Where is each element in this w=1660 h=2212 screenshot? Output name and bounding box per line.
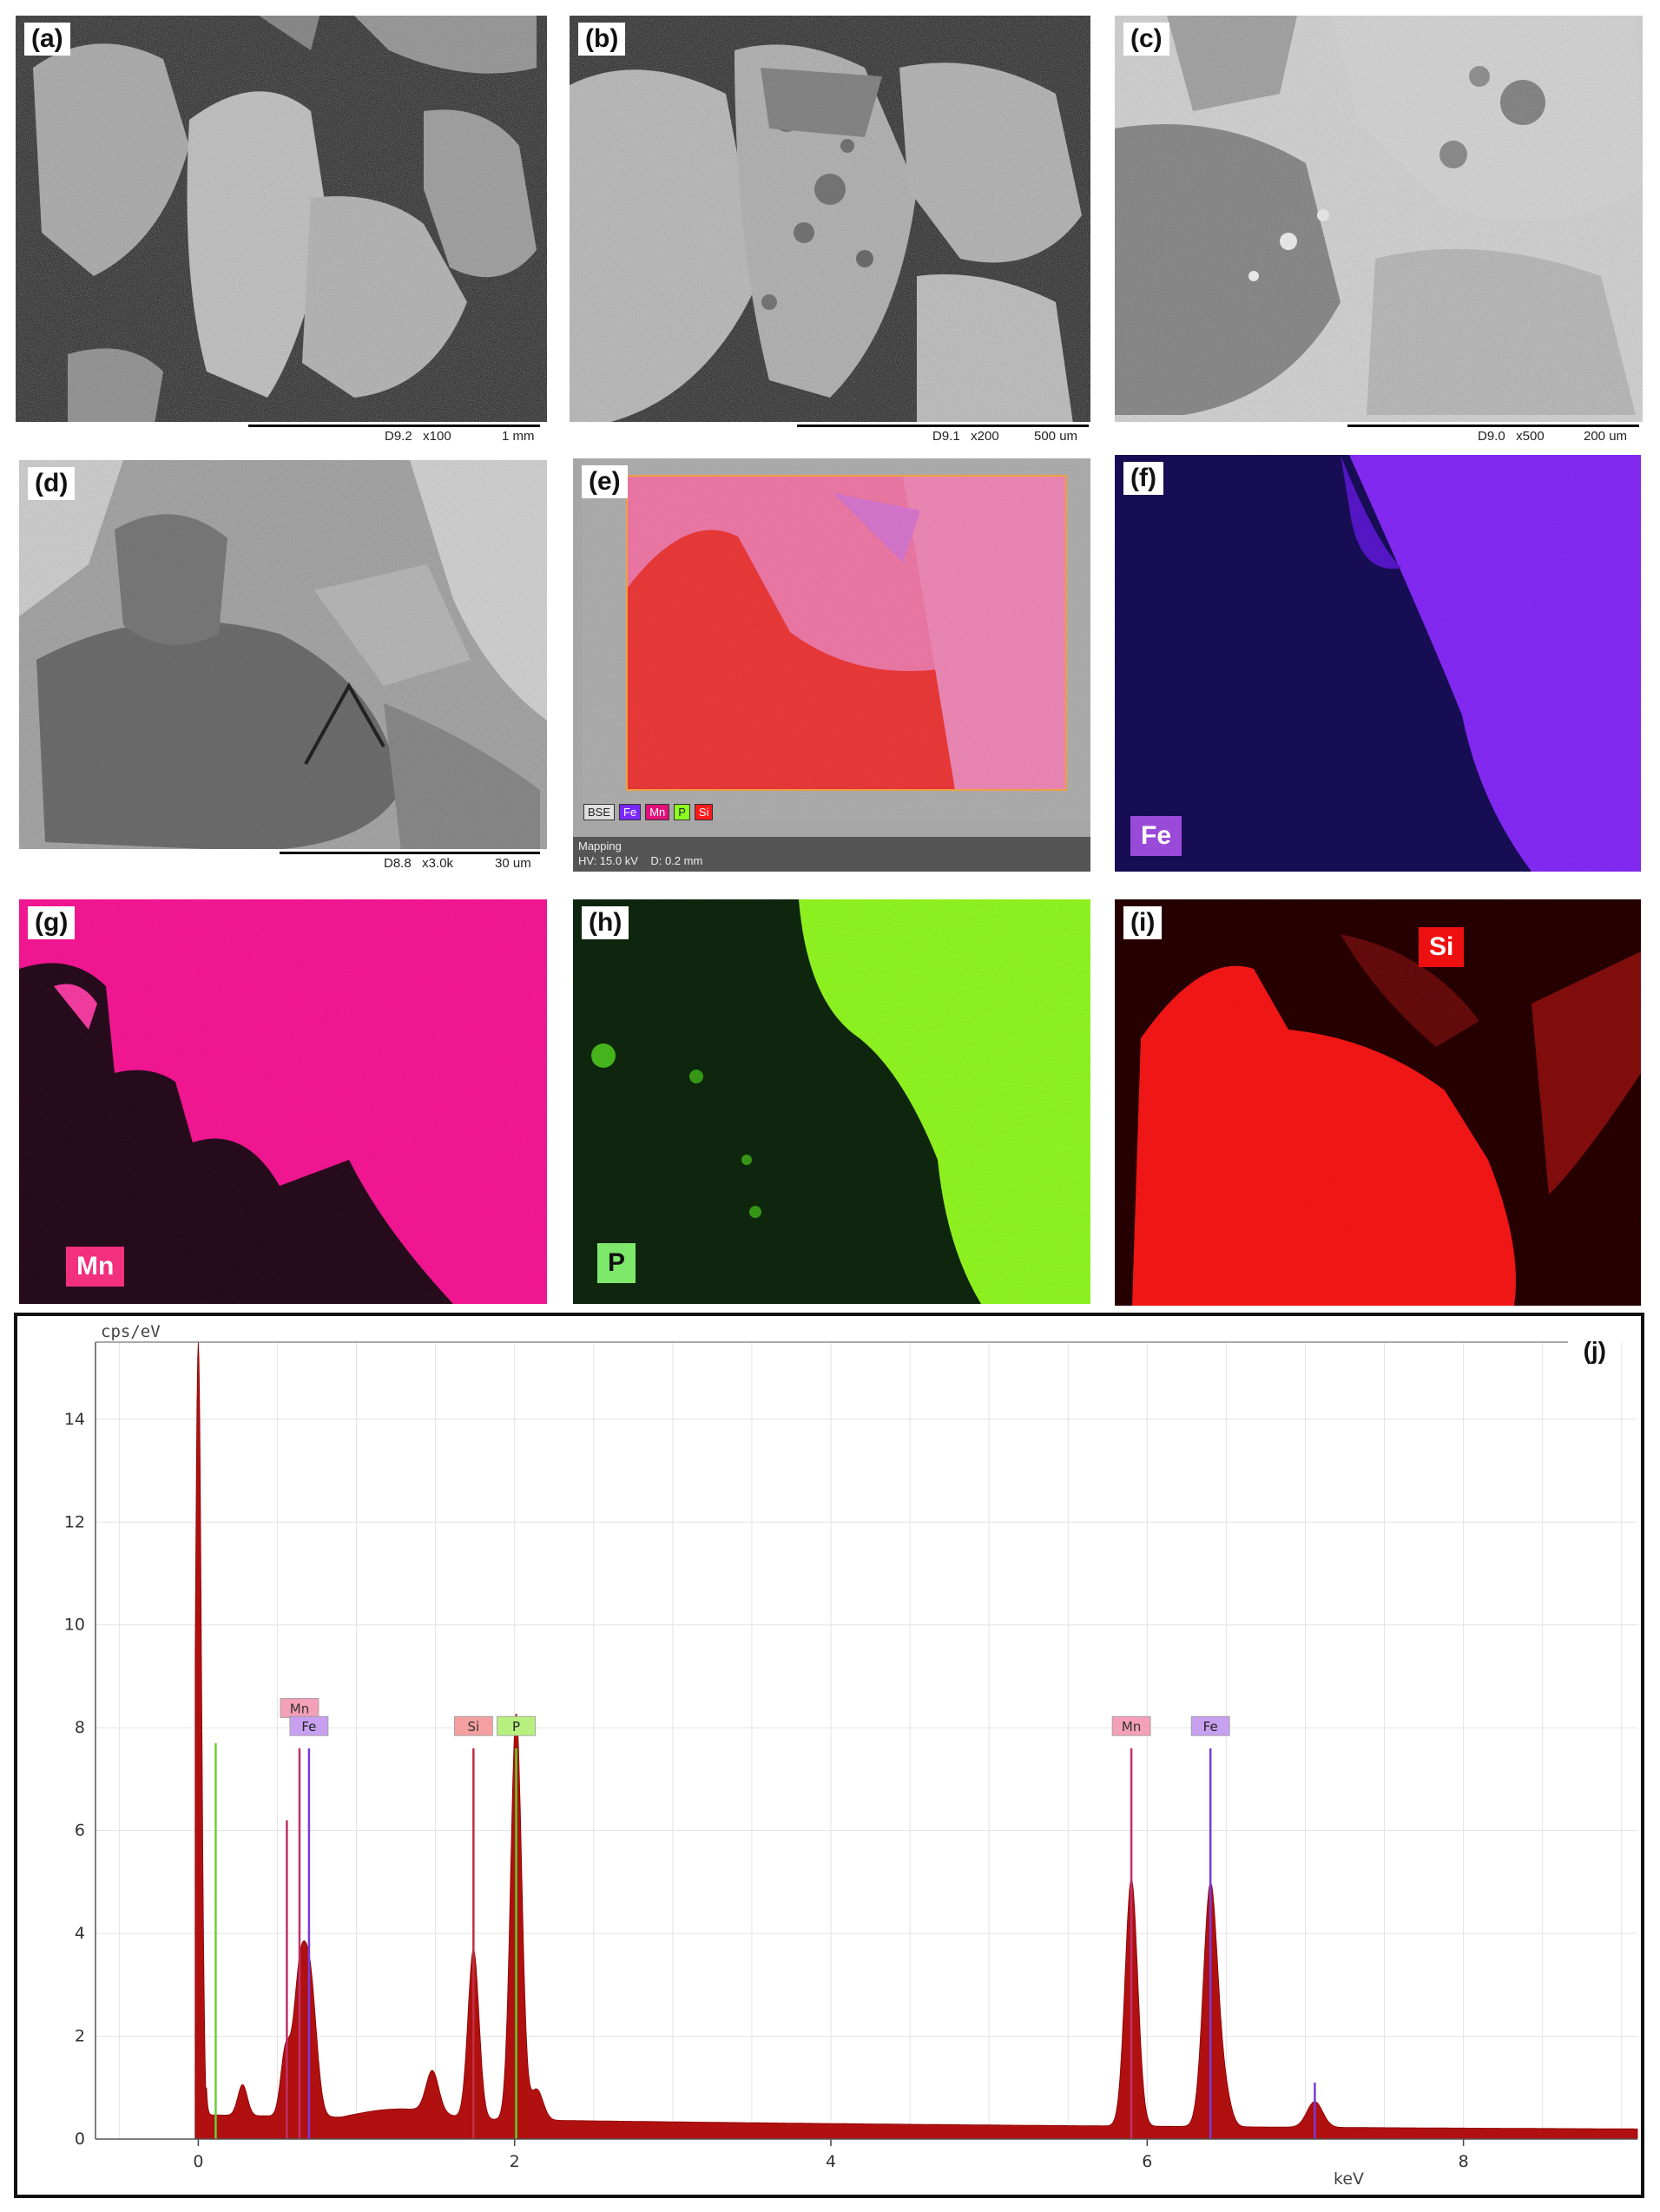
scale-line — [280, 852, 540, 854]
sem-image-c — [1115, 16, 1643, 444]
scale-length: 200 um — [1584, 429, 1628, 444]
scale-length: 500 um — [1034, 429, 1078, 444]
scale-bar-d: D8.8 x3.0k 30 um — [19, 849, 547, 872]
eds-legend: BSE Fe Mn P Si — [583, 804, 717, 820]
element-marker-tag — [497, 1715, 536, 1736]
mapping-params: HV: 15.0 kV D: 0.2 mm — [578, 854, 703, 867]
element-marker-label: Si — [467, 1719, 479, 1735]
scale-line — [797, 425, 1089, 427]
element-badge-mn: Mn — [66, 1247, 125, 1287]
scale-line — [1347, 425, 1639, 427]
y-tick-label: 0 — [75, 2130, 85, 2149]
eds-map-panel-g: (g) Mn — [19, 899, 547, 1304]
legend-p: P — [674, 804, 690, 820]
eds-map-panel-h: (h) P — [573, 899, 1090, 1304]
legend-mn: Mn — [645, 804, 670, 820]
sem-panel-d: D8.8 x3.0k 30 um (d) — [19, 460, 547, 872]
element-marker-label: Fe — [301, 1719, 316, 1735]
x-axis-label: keV — [1334, 2169, 1364, 2189]
element-marker-label: P — [512, 1719, 520, 1735]
chart-axes: 0 2 4 6 8 10 12 14 0 2 4 6 8 — [64, 1341, 1637, 2171]
element-marker-tag — [453, 1715, 493, 1736]
p-map-image — [573, 899, 1090, 1304]
element-badge-fe: Fe — [1130, 816, 1182, 856]
y-tick-label: 12 — [64, 1512, 85, 1531]
legend-si: Si — [694, 804, 714, 820]
x-tick-label: 2 — [510, 2152, 520, 2171]
sem-image-a — [16, 16, 547, 444]
panel-label-c: (c) — [1123, 23, 1169, 56]
element-marker-tag — [1190, 1715, 1230, 1736]
scale-length: 1 mm — [502, 429, 535, 444]
sem-image-b — [570, 16, 1090, 444]
spectrum-series — [194, 1341, 1638, 2140]
mn-map-image — [19, 899, 547, 1304]
y-tick-label: 8 — [75, 1718, 85, 1737]
scale-bar-b: D9.1 x200 500 um — [570, 422, 1090, 444]
panel-label-j: (j) — [1583, 1337, 1606, 1364]
scale-line — [248, 425, 540, 427]
legend-fe: Fe — [619, 804, 642, 820]
y-tick-label: 6 — [75, 1821, 85, 1840]
x-tick-label: 4 — [826, 2152, 836, 2171]
element-markers: Mn Fe Si P Mn Fe — [214, 1698, 1316, 2139]
element-marker-label: Mn — [1122, 1719, 1141, 1735]
x-tick-label: 6 — [1142, 2152, 1152, 2171]
element-marker-tag — [289, 1715, 329, 1736]
scale-length: 30 um — [495, 856, 531, 871]
sem-panel-b: D9.1 x200 500 um (b) — [570, 16, 1090, 444]
y-tick-label: 4 — [75, 1924, 85, 1943]
panel-label-h: (h) — [582, 906, 629, 939]
panel-label-a: (a) — [24, 23, 70, 56]
eds-spectrum-chart: Mn Fe Si P Mn Fe 0 2 4 6 8 10 12 14 0 2 4 6 8 cps/eV keV — [64, 1322, 1638, 2189]
sem-panel-c: D9.0 x500 200 um (c) — [1115, 16, 1643, 444]
x-tick-label: 8 — [1459, 2152, 1469, 2171]
scale-info: D9.2 x100 — [385, 429, 451, 444]
element-marker-label: Fe — [1203, 1719, 1218, 1735]
spectrum-area — [194, 1341, 1638, 2140]
si-map-image — [1115, 899, 1641, 1306]
scale-info: D9.1 x200 — [932, 429, 999, 444]
eds-map-panel-f: (f) Fe — [1115, 455, 1641, 872]
panel-label-f: (f) — [1123, 462, 1163, 495]
y-axis-label: cps/eV — [101, 1322, 161, 1341]
eds-overlay-panel-e: BSE Fe Mn P Si Mapping HV: 15.0 kV D: 0.2 mm… — [573, 458, 1090, 872]
y-tick-label: 2 — [75, 2027, 85, 2046]
panel-label-b: (b) — [578, 23, 626, 56]
sem-panel-a: D9.2 x100 1 mm (a) — [16, 16, 547, 444]
eds-status-bar: Mapping HV: 15.0 kV D: 0.2 mm — [573, 837, 1090, 872]
panel-label-d: (d) — [28, 467, 76, 500]
element-badge-si: Si — [1419, 927, 1465, 967]
panel-label-g: (g) — [28, 906, 76, 939]
scale-info: D8.8 x3.0k — [384, 856, 454, 871]
x-tick-label: 0 — [193, 2152, 203, 2171]
panel-label-i: (i) — [1123, 906, 1163, 939]
y-tick-label: 14 — [64, 1410, 85, 1429]
legend-bse: BSE — [583, 804, 616, 820]
panel-label-e: (e) — [582, 465, 628, 498]
mapping-label: Mapping — [578, 839, 622, 853]
scale-bar-a: D9.2 x100 1 mm — [16, 422, 547, 444]
element-badge-p: P — [597, 1243, 636, 1283]
sem-image-d — [19, 460, 547, 872]
scale-bar-c: D9.0 x500 200 um — [1115, 422, 1643, 444]
chart-grid — [96, 1342, 1637, 2140]
y-tick-label: 10 — [64, 1616, 85, 1635]
element-marker-tag — [1111, 1715, 1151, 1736]
element-marker-label: Mn — [290, 1701, 309, 1716]
eds-overlay-image — [573, 458, 1090, 872]
eds-spectrum-panel-j: Mn Fe Si P Mn Fe 0 2 4 6 8 10 12 14 0 2 4 6 8 cps/eV keV … — [14, 1313, 1644, 2198]
eds-map-panel-i: (i) Si — [1115, 899, 1641, 1306]
fe-map-image — [1115, 455, 1641, 872]
scale-info: D9.0 x500 — [1478, 429, 1545, 444]
